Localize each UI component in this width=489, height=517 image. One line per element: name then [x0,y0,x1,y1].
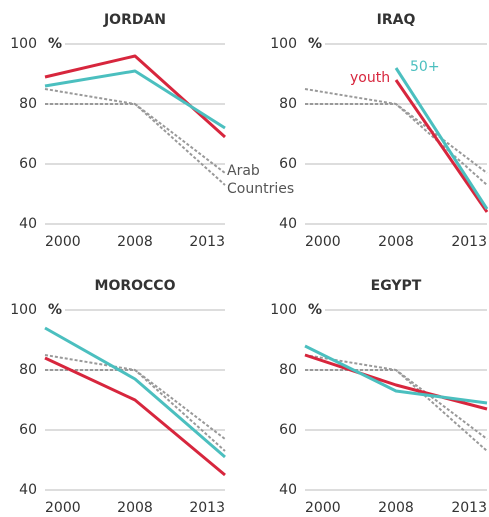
y-tick-label: 40 [279,216,297,232]
y-unit: % [308,36,322,52]
x-tick-label: 2013 [189,500,225,516]
y-tick-label: 80 [279,362,297,378]
panel-title: MOROCCO [95,278,176,294]
series-line [304,344,488,405]
reference-line [45,369,226,440]
panel-title: IRAQ [377,12,416,28]
y-tick-label: 60 [19,422,37,438]
y-tick-label: 100 [270,36,297,52]
series-line [44,326,226,459]
y-tick-label: 40 [279,482,297,498]
y-tick-label: 80 [19,96,37,112]
y-tick-label: 40 [19,482,37,498]
series-line [44,69,226,130]
annotation: Arab [227,163,260,179]
series-line [394,79,489,213]
reference-line [305,103,488,174]
x-tick-label: 2008 [378,500,414,516]
x-tick-label: 2008 [378,234,414,250]
panel-title: JORDAN [103,12,166,28]
y-unit: % [308,302,322,318]
x-tick-label: 2013 [451,234,487,250]
x-tick-label: 2000 [45,500,81,516]
y-tick-label: 80 [19,362,37,378]
x-tick-label: 2000 [305,234,341,250]
x-tick-label: 2013 [451,500,487,516]
y-tick-label: 60 [279,422,297,438]
y-tick-label: 100 [10,36,37,52]
annotation: 50+ [410,59,440,75]
y-tick-label: 40 [19,216,37,232]
y-unit: % [48,302,62,318]
series-line [394,67,489,210]
y-tick-label: 80 [279,96,297,112]
y-unit: % [48,36,62,52]
x-tick-label: 2000 [45,234,81,250]
y-tick-label: 60 [19,156,37,172]
panel-title: EGYPT [371,278,422,294]
reference-line [45,103,226,174]
x-tick-label: 2000 [305,500,341,516]
y-tick-label: 100 [10,302,37,318]
series-line [304,353,488,411]
y-tick-label: 60 [279,156,297,172]
annotation: Countries [227,181,294,197]
x-tick-label: 2008 [117,500,153,516]
reference-line [305,369,488,440]
series-line [44,356,226,477]
annotation: youth [350,70,390,86]
x-tick-label: 2013 [189,234,225,250]
y-tick-label: 100 [270,302,297,318]
x-tick-label: 2008 [117,234,153,250]
series-line [44,54,227,139]
